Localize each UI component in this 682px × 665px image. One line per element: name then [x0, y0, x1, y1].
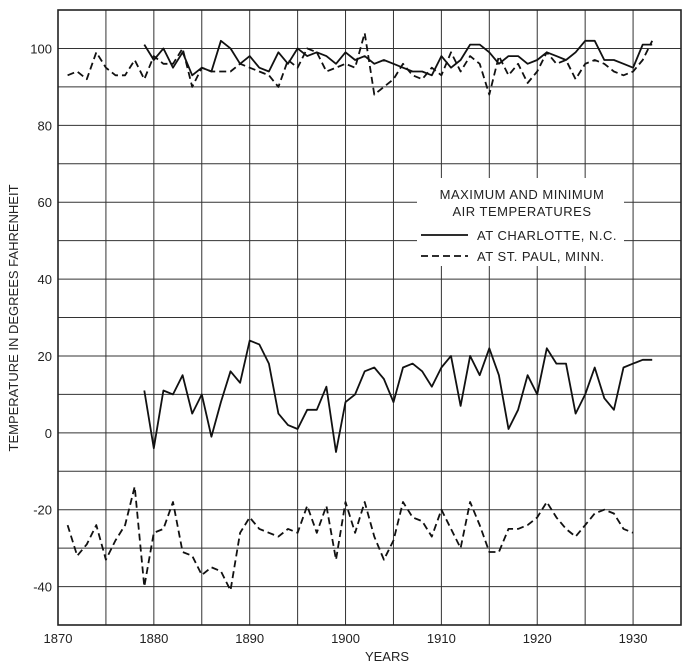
- plot-frame: [57, 9, 682, 626]
- x-tick-label: 1900: [331, 631, 360, 646]
- legend-label-st-paul: AT ST. PAUL, MINN.: [477, 249, 604, 264]
- legend: MAXIMUM AND MINIMUM AIR TEMPERATURES AT …: [417, 178, 624, 266]
- y-tick-label: 0: [45, 426, 52, 441]
- y-tick-label: -40: [33, 580, 52, 595]
- series-group: [66, 32, 654, 592]
- legend-label-charlotte: AT CHARLOTTE, N.C.: [477, 228, 617, 243]
- x-tick-label: 1910: [427, 631, 456, 646]
- series-line-st-paul-minimum: [66, 485, 634, 592]
- y-tick-label: 80: [38, 118, 52, 133]
- grid: [58, 10, 681, 625]
- x-tick-label: 1930: [619, 631, 648, 646]
- y-axis-label: TEMPERATURE IN DEGREES FAHRENHEIT: [6, 184, 21, 451]
- x-tick-label: 1920: [523, 631, 552, 646]
- series-line-charlotte-maximum: [143, 39, 653, 77]
- x-tick-label: 1880: [139, 631, 168, 646]
- series-line-st-paul-maximum: [67, 32, 654, 96]
- x-axis-label: YEARS: [365, 649, 409, 664]
- legend-title-line1: MAXIMUM AND MINIMUM: [440, 187, 605, 202]
- series-line-charlotte-minimum: [143, 339, 653, 453]
- y-tick-label: -20: [33, 503, 52, 518]
- y-tick-label: 20: [38, 349, 52, 364]
- legend-title-line2: AIR TEMPERATURES: [453, 204, 592, 219]
- x-tick-label: 1890: [235, 631, 264, 646]
- legend-background: [417, 178, 624, 266]
- y-tick-label: 40: [38, 272, 52, 287]
- x-tick-label: 1870: [44, 631, 73, 646]
- y-tick-label: 100: [30, 41, 52, 56]
- y-tick-label: 60: [38, 195, 52, 210]
- tick-labels: 1870 1880 1890 1900 1910 1920 1930 -40 -20 0 20 40 6…: [30, 41, 647, 646]
